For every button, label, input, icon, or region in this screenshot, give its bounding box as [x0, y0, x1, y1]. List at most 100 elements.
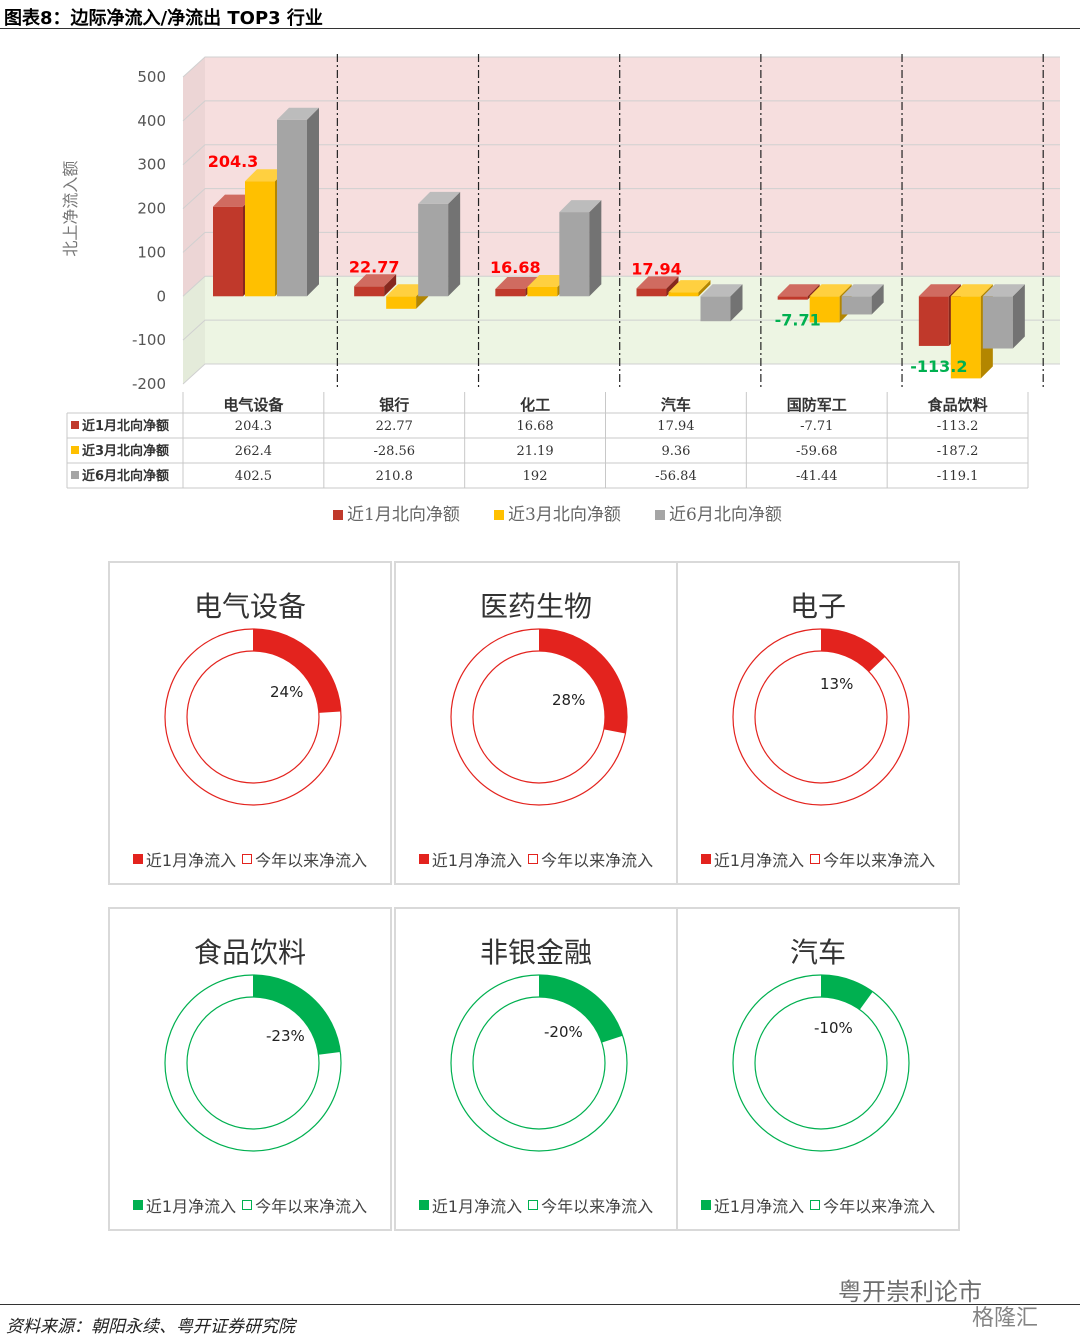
donut-legend: 近1月净流入 今年以来净流入: [110, 847, 390, 871]
watermark: 粤开崇利论市: [838, 1278, 982, 1306]
legend-key: [242, 854, 253, 864]
bar-side: [448, 191, 461, 297]
bar-front: [668, 292, 699, 297]
legend-key: [418, 1200, 429, 1210]
legend-label: 近1月净流入: [713, 1197, 805, 1216]
gridline: [182, 275, 1060, 297]
legend-label: 近1月净流入: [431, 851, 523, 870]
table-legend-key: [71, 446, 79, 454]
bar-top: [809, 284, 852, 297]
data-label: -7.71: [775, 311, 821, 330]
table-row-label: 近3月北向净额: [82, 443, 169, 459]
bar-top: [950, 284, 993, 297]
legend-label: 近1月净流入: [431, 1197, 523, 1216]
legend-key: [700, 1200, 711, 1210]
data-label: -113.2: [910, 357, 967, 376]
table-cell: 210.8: [376, 469, 413, 484]
legend-key: [810, 854, 821, 864]
legend-label: 今年以来净流入: [255, 851, 368, 870]
positive-side-wall: [183, 57, 205, 297]
donut-svg: [732, 974, 910, 1152]
figure-title: 图表8：边际净流入/净流出 TOP3 行业: [4, 8, 323, 29]
table-cell: -7.71: [800, 419, 833, 434]
header: 图表8：边际净流入/净流出 TOP3 行业: [0, 0, 1080, 32]
legend-key: [132, 1200, 143, 1210]
bar-top: [559, 200, 602, 213]
legend-key: [700, 854, 711, 864]
donut-svg: [732, 628, 910, 806]
bar-side: [589, 200, 602, 297]
donut-legend: 近1月净流入 今年以来净流入: [396, 847, 676, 871]
legend-key: [132, 854, 143, 864]
y-tick-label: 400: [137, 112, 166, 130]
donut-panel: 汽车 -10% 近1月净流入 今年以来净流入: [676, 907, 960, 1231]
bar-top: [918, 284, 961, 297]
bar-top: [213, 194, 255, 207]
gridline: [182, 231, 1060, 253]
table-cell: -59.68: [796, 444, 838, 459]
table-cell: -187.2: [937, 444, 979, 459]
legend-label: 今年以来净流入: [823, 851, 936, 870]
data-label: 17.94: [631, 259, 682, 278]
donut-slice: [253, 975, 341, 1055]
bar-top: [527, 274, 570, 287]
bar-chart: 500 400 300 200 100 0 -100 -200 北上净流入额 204.3 22.77…: [61, 54, 1060, 525]
bar: [982, 284, 1025, 349]
legend-label: 今年以来净流入: [823, 1197, 936, 1216]
legend-label: 今年以来净流入: [541, 1197, 654, 1216]
bar-front: [636, 288, 667, 297]
y-tick-label: -200: [132, 375, 166, 393]
bar-front: [245, 181, 275, 297]
legend-key: [655, 510, 665, 520]
legend-label: 近6月北向净额: [669, 505, 782, 525]
table-cell: 192: [523, 469, 548, 484]
bar-front: [386, 296, 417, 309]
donut-inner-ring: [472, 650, 606, 784]
donut-title: 电子: [789, 590, 846, 623]
source-note: 资料来源：朝阳永续、粤开证券研究院: [6, 1317, 295, 1337]
bar-side: [871, 284, 884, 315]
donut-inner-ring: [754, 650, 888, 784]
donut-percent-label: 28%: [552, 691, 586, 709]
bar-front: [277, 119, 307, 297]
table-cell: -119.1: [937, 469, 979, 484]
table-cell: -113.2: [937, 419, 979, 434]
legend-label: 近1月净流入: [145, 1197, 237, 1216]
donut-legend: 近1月净流入 今年以来净流入: [678, 1193, 958, 1217]
data-label: 204.3: [208, 152, 259, 171]
bar-front: [841, 296, 872, 315]
y-tick-label: 500: [137, 68, 166, 86]
donut-percent-label: -23%: [266, 1027, 305, 1045]
bar-top: [982, 284, 1025, 297]
bar-top: [777, 284, 820, 297]
table-cell: 21.19: [516, 444, 553, 459]
table-cell: 262.4: [235, 444, 272, 459]
bar-top: [354, 274, 397, 287]
gridline: [182, 100, 1060, 122]
donut-percent-label: 24%: [270, 683, 304, 701]
table-row-label: 近1月北向净额: [82, 418, 169, 434]
watermark-secondary: 格隆汇: [972, 1306, 1039, 1331]
bar-front: [527, 286, 558, 297]
donut-slice: [539, 629, 627, 734]
legend-label: 近1月净流入: [713, 851, 805, 870]
bar: [386, 284, 429, 309]
bar: [841, 284, 884, 315]
legend-key: [528, 1200, 539, 1210]
y-tick-label: 0: [156, 287, 166, 305]
bar-front: [918, 296, 949, 346]
table-cell: -41.44: [796, 469, 838, 484]
gridline: [182, 363, 1060, 385]
x-category-label: 银行: [379, 396, 409, 414]
donut-inner-ring: [186, 996, 320, 1130]
y-axis-title: 北上净流入额: [61, 161, 80, 257]
footer: 资料来源：朝阳永续、粤开证券研究院: [0, 1300, 1080, 1338]
bar-front: [777, 296, 808, 300]
bar-side: [307, 107, 319, 297]
bar-front: [982, 296, 1013, 349]
legend-key: [242, 1200, 253, 1210]
bar-top: [418, 191, 461, 204]
donut-slice: [821, 975, 873, 1010]
donut-panel: 电气设备 24% 近1月净流入 今年以来净流入: [108, 561, 392, 885]
table-cell: -56.84: [655, 469, 697, 484]
